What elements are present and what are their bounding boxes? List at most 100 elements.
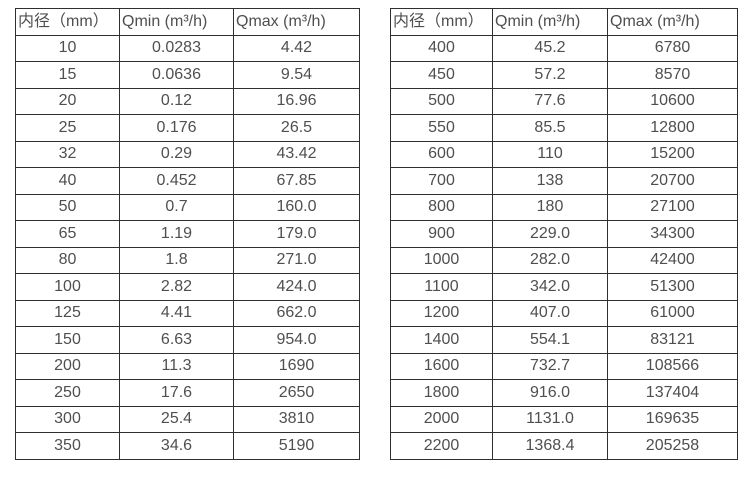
table-row: 700 138 20700 [390,167,738,195]
table-row: 2000 1131.0 169635 [390,405,738,433]
cell-qmax: 16.96 [233,87,360,115]
cell-qmax: 43.42 [233,140,360,168]
cell-qmin: 11.3 [119,352,234,380]
cell-diameter: 1100 [390,273,493,301]
table-row: 15 0.0636 9.54 [15,61,360,89]
cell-diameter: 900 [390,220,493,248]
cell-qmax: 9.54 [233,61,360,89]
table-row: 400 45.2 6780 [390,34,738,62]
table-row: 1400 554.1 83121 [390,326,738,354]
cell-qmin: 0.7 [119,193,234,221]
cell-qmin: 0.452 [119,167,234,195]
cell-diameter: 400 [390,34,493,62]
header-qmax: Qmax (m³/h) [233,8,360,36]
cell-qmin: 85.5 [492,114,608,142]
cell-diameter: 600 [390,140,493,168]
cell-qmin: 4.41 [119,299,234,327]
table-row: 350 34.6 5190 [15,432,360,460]
cell-diameter: 200 [15,352,120,380]
cell-qmin: 25.4 [119,405,234,433]
table-row: 125 4.41 662.0 [15,299,360,327]
table-row: 2200 1368.4 205258 [390,432,738,460]
table-left-header: 内径（mm） Qmin (m³/h) Qmax (m³/h) [15,8,360,36]
cell-diameter: 10 [15,34,120,62]
cell-diameter: 100 [15,273,120,301]
table-row: 65 1.19 179.0 [15,220,360,248]
cell-qmin: 77.6 [492,87,608,115]
cell-qmax: 15200 [607,140,738,168]
flow-spec-table-right: 内径（mm） Qmin (m³/h) Qmax (m³/h) 400 45.2 67… [390,8,738,460]
header-qmin: Qmin (m³/h) [492,8,608,36]
header-row: 内径（mm） Qmin (m³/h) Qmax (m³/h) [15,8,360,36]
cell-diameter: 1400 [390,326,493,354]
table-right-body: 400 45.2 6780 450 57.2 8570 500 77.6 10600 550 85.… [390,34,738,460]
table-row: 900 229.0 34300 [390,220,738,248]
tables-container: 内径（mm） Qmin (m³/h) Qmax (m³/h) 10 0.0283 4… [15,8,738,460]
cell-diameter: 450 [390,61,493,89]
cell-qmin: 1.8 [119,246,234,274]
cell-qmax: 34300 [607,220,738,248]
cell-qmax: 42400 [607,246,738,274]
cell-diameter: 550 [390,114,493,142]
cell-qmin: 229.0 [492,220,608,248]
table-row: 600 110 15200 [390,140,738,168]
cell-qmax: 662.0 [233,299,360,327]
cell-qmin: 916.0 [492,379,608,407]
cell-diameter: 1000 [390,246,493,274]
table-row: 1200 407.0 61000 [390,299,738,327]
cell-diameter: 25 [15,114,120,142]
cell-qmax: 5190 [233,432,360,460]
cell-diameter: 20 [15,87,120,115]
cell-qmin: 138 [492,167,608,195]
table-row: 800 180 27100 [390,193,738,221]
cell-qmax: 1690 [233,352,360,380]
cell-diameter: 500 [390,87,493,115]
cell-diameter: 15 [15,61,120,89]
cell-diameter: 250 [15,379,120,407]
table-row: 500 77.6 10600 [390,87,738,115]
table-row: 150 6.63 954.0 [15,326,360,354]
cell-qmin: 34.6 [119,432,234,460]
cell-qmax: 20700 [607,167,738,195]
cell-diameter: 1200 [390,299,493,327]
cell-diameter: 125 [15,299,120,327]
cell-qmax: 424.0 [233,273,360,301]
cell-qmin: 0.0636 [119,61,234,89]
cell-qmax: 8570 [607,61,738,89]
cell-qmin: 57.2 [492,61,608,89]
header-diameter: 内径（mm） [390,8,493,36]
cell-diameter: 65 [15,220,120,248]
cell-diameter: 2200 [390,432,493,460]
header-diameter: 内径（mm） [15,8,120,36]
table-row: 32 0.29 43.42 [15,140,360,168]
table-row: 80 1.8 271.0 [15,246,360,274]
header-qmin: Qmin (m³/h) [119,8,234,36]
cell-qmin: 6.63 [119,326,234,354]
cell-qmin: 2.82 [119,273,234,301]
cell-qmin: 45.2 [492,34,608,62]
cell-qmax: 2650 [233,379,360,407]
table-row: 10 0.0283 4.42 [15,34,360,62]
cell-diameter: 1800 [390,379,493,407]
cell-qmax: 954.0 [233,326,360,354]
cell-diameter: 1600 [390,352,493,380]
cell-diameter: 32 [15,140,120,168]
cell-qmax: 179.0 [233,220,360,248]
cell-diameter: 800 [390,193,493,221]
table-row: 550 85.5 12800 [390,114,738,142]
cell-diameter: 300 [15,405,120,433]
cell-qmax: 271.0 [233,246,360,274]
cell-qmax: 160.0 [233,193,360,221]
cell-qmax: 51300 [607,273,738,301]
cell-qmin: 732.7 [492,352,608,380]
table-row: 50 0.7 160.0 [15,193,360,221]
cell-qmax: 137404 [607,379,738,407]
cell-qmin: 180 [492,193,608,221]
table-right-header: 内径（mm） Qmin (m³/h) Qmax (m³/h) [390,8,738,36]
table-row: 20 0.12 16.96 [15,87,360,115]
cell-qmax: 4.42 [233,34,360,62]
table-row: 200 11.3 1690 [15,352,360,380]
cell-diameter: 350 [15,432,120,460]
cell-qmax: 26.5 [233,114,360,142]
